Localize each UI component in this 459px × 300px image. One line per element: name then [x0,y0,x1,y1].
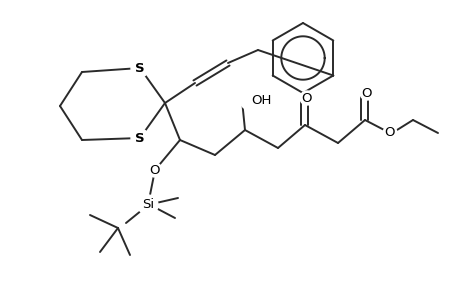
Text: OH: OH [251,94,271,106]
Text: Si: Si [142,199,154,212]
Text: S: S [135,131,145,145]
Circle shape [359,86,373,100]
Circle shape [299,91,313,105]
Circle shape [131,59,149,77]
Circle shape [148,163,162,177]
Text: O: O [361,86,371,100]
Circle shape [138,195,157,215]
Circle shape [131,129,149,147]
Text: O: O [301,92,312,104]
Text: O: O [384,127,394,140]
Circle shape [382,126,396,140]
Text: S: S [135,61,145,74]
Circle shape [240,90,259,110]
Text: O: O [150,164,160,176]
